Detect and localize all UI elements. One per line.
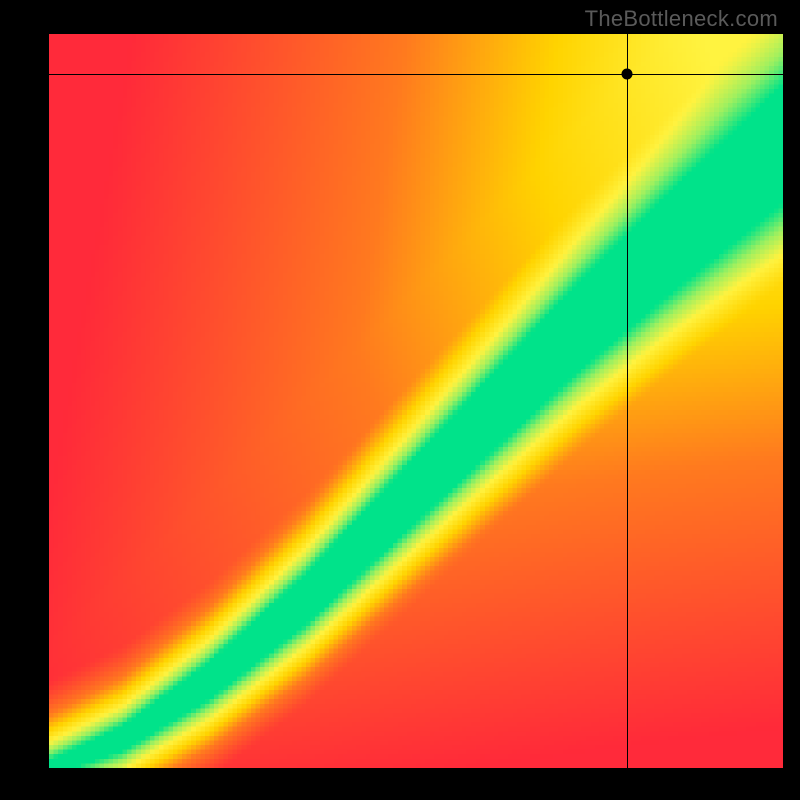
crosshair-marker: [622, 69, 633, 80]
watermark-text: TheBottleneck.com: [585, 6, 778, 32]
crosshair-horizontal: [49, 74, 783, 75]
heatmap-canvas: [49, 34, 783, 768]
crosshair-vertical: [627, 34, 628, 768]
bottleneck-heatmap: [49, 34, 783, 768]
